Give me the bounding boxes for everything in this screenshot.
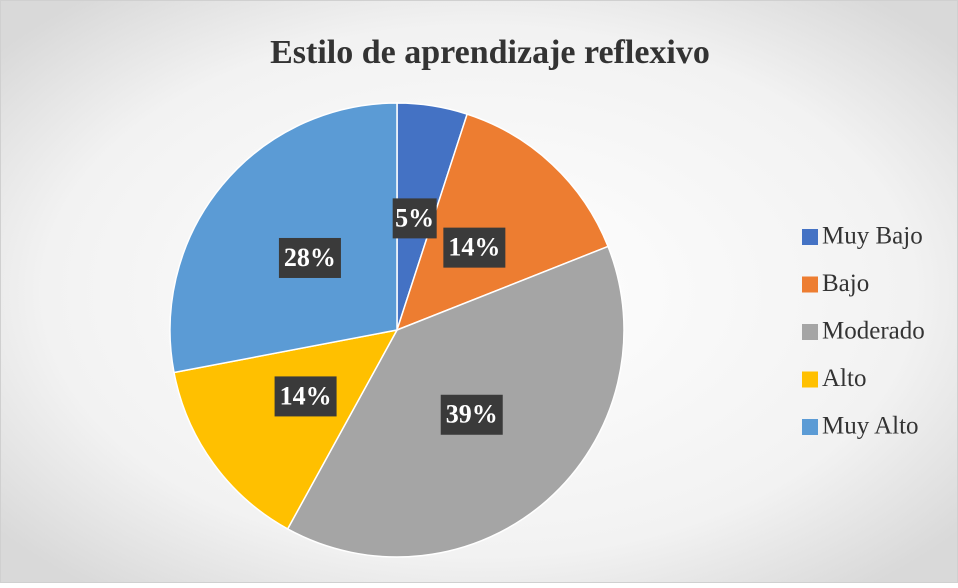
legend-label: Muy Bajo — [822, 223, 923, 250]
legend-swatch — [802, 419, 818, 435]
legend-swatch — [802, 276, 818, 293]
legend-swatch — [802, 324, 818, 340]
legend-swatch — [802, 371, 818, 388]
pie-slice — [395, 113, 610, 332]
data-label: 28% — [284, 243, 336, 272]
chart-title: Estilo de aprendizaje reflexivo — [270, 34, 710, 71]
legend-label: Muy Alto — [822, 413, 919, 440]
data-label-box — [443, 227, 506, 268]
data-label: 5% — [395, 203, 434, 232]
data-label-box — [392, 198, 437, 239]
legend-label: Alto — [822, 365, 866, 392]
legend-label: Bajo — [822, 270, 869, 297]
data-label-box — [278, 237, 341, 278]
legend-label: Moderado — [822, 318, 925, 345]
data-label-box — [440, 394, 503, 435]
pie-slice — [169, 102, 398, 374]
data-label-box — [274, 376, 337, 417]
legend-swatch — [802, 229, 818, 245]
data-label: 39% — [446, 400, 498, 429]
data-label: 14% — [448, 233, 500, 262]
pie-slice — [173, 328, 399, 530]
data-label: 14% — [280, 381, 332, 410]
